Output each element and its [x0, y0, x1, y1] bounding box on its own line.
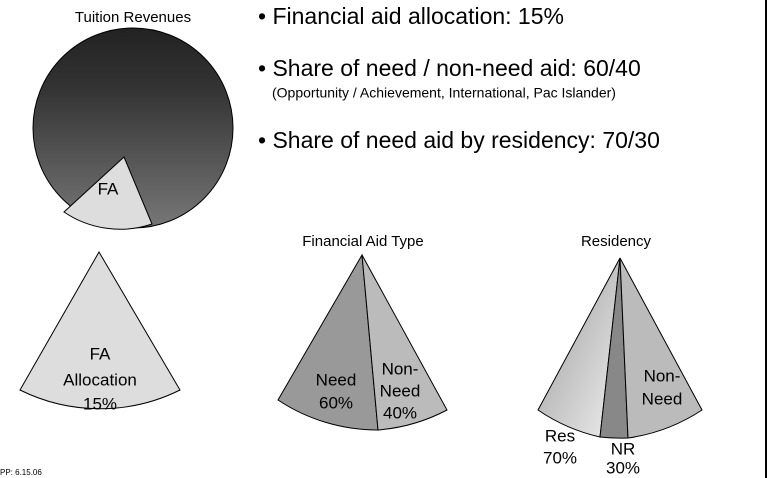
res-label: Res [545, 426, 575, 445]
non-need-wedge [361, 254, 448, 431]
need-wedge [277, 253, 379, 431]
non-need-label: Need [642, 389, 683, 408]
bullet: • Share of need aid by residency: 70/30 [258, 127, 660, 153]
non-need-label: Need [380, 381, 421, 400]
aid-type-title: Financial Aid Type [302, 233, 423, 250]
allocation-wedge [19, 251, 181, 410]
pie-title: Tuition Revenues [75, 9, 191, 26]
residency-title: Residency [581, 233, 652, 250]
wedge-label: 15% [83, 394, 117, 413]
bullet-text: Financial aid allocation: 15% [272, 3, 564, 29]
bullet-text: Share of need / non-need aid: 60/40 [272, 55, 640, 81]
bullet-note: (Opportunity / Achievement, Internationa… [272, 85, 616, 101]
bullet: • Financial aid allocation: 15% [258, 3, 564, 29]
non-need-label: Non- [644, 366, 681, 385]
non-need-label: Non- [382, 359, 419, 378]
nr-label: 30% [606, 458, 640, 477]
bullet-text: Share of need aid by residency: 70/30 [272, 127, 659, 153]
bullets: • Financial aid allocation: 15% • Share … [258, 3, 660, 153]
wedge-label: Allocation [63, 370, 137, 389]
need-label: Need [316, 370, 357, 389]
nr-label: NR [611, 439, 636, 458]
non-need-wedge [619, 257, 703, 439]
need-label: 60% [319, 393, 353, 412]
non-need-label: 40% [383, 403, 417, 422]
wedge-label: FA [90, 344, 111, 363]
bullet: • Share of need / non-need aid: 60/40 [258, 55, 641, 81]
footer: PP: 6.15.06 [0, 468, 42, 477]
res-label: 70% [543, 448, 577, 467]
pie-slice [63, 156, 153, 230]
slice-label: FA [98, 179, 119, 198]
